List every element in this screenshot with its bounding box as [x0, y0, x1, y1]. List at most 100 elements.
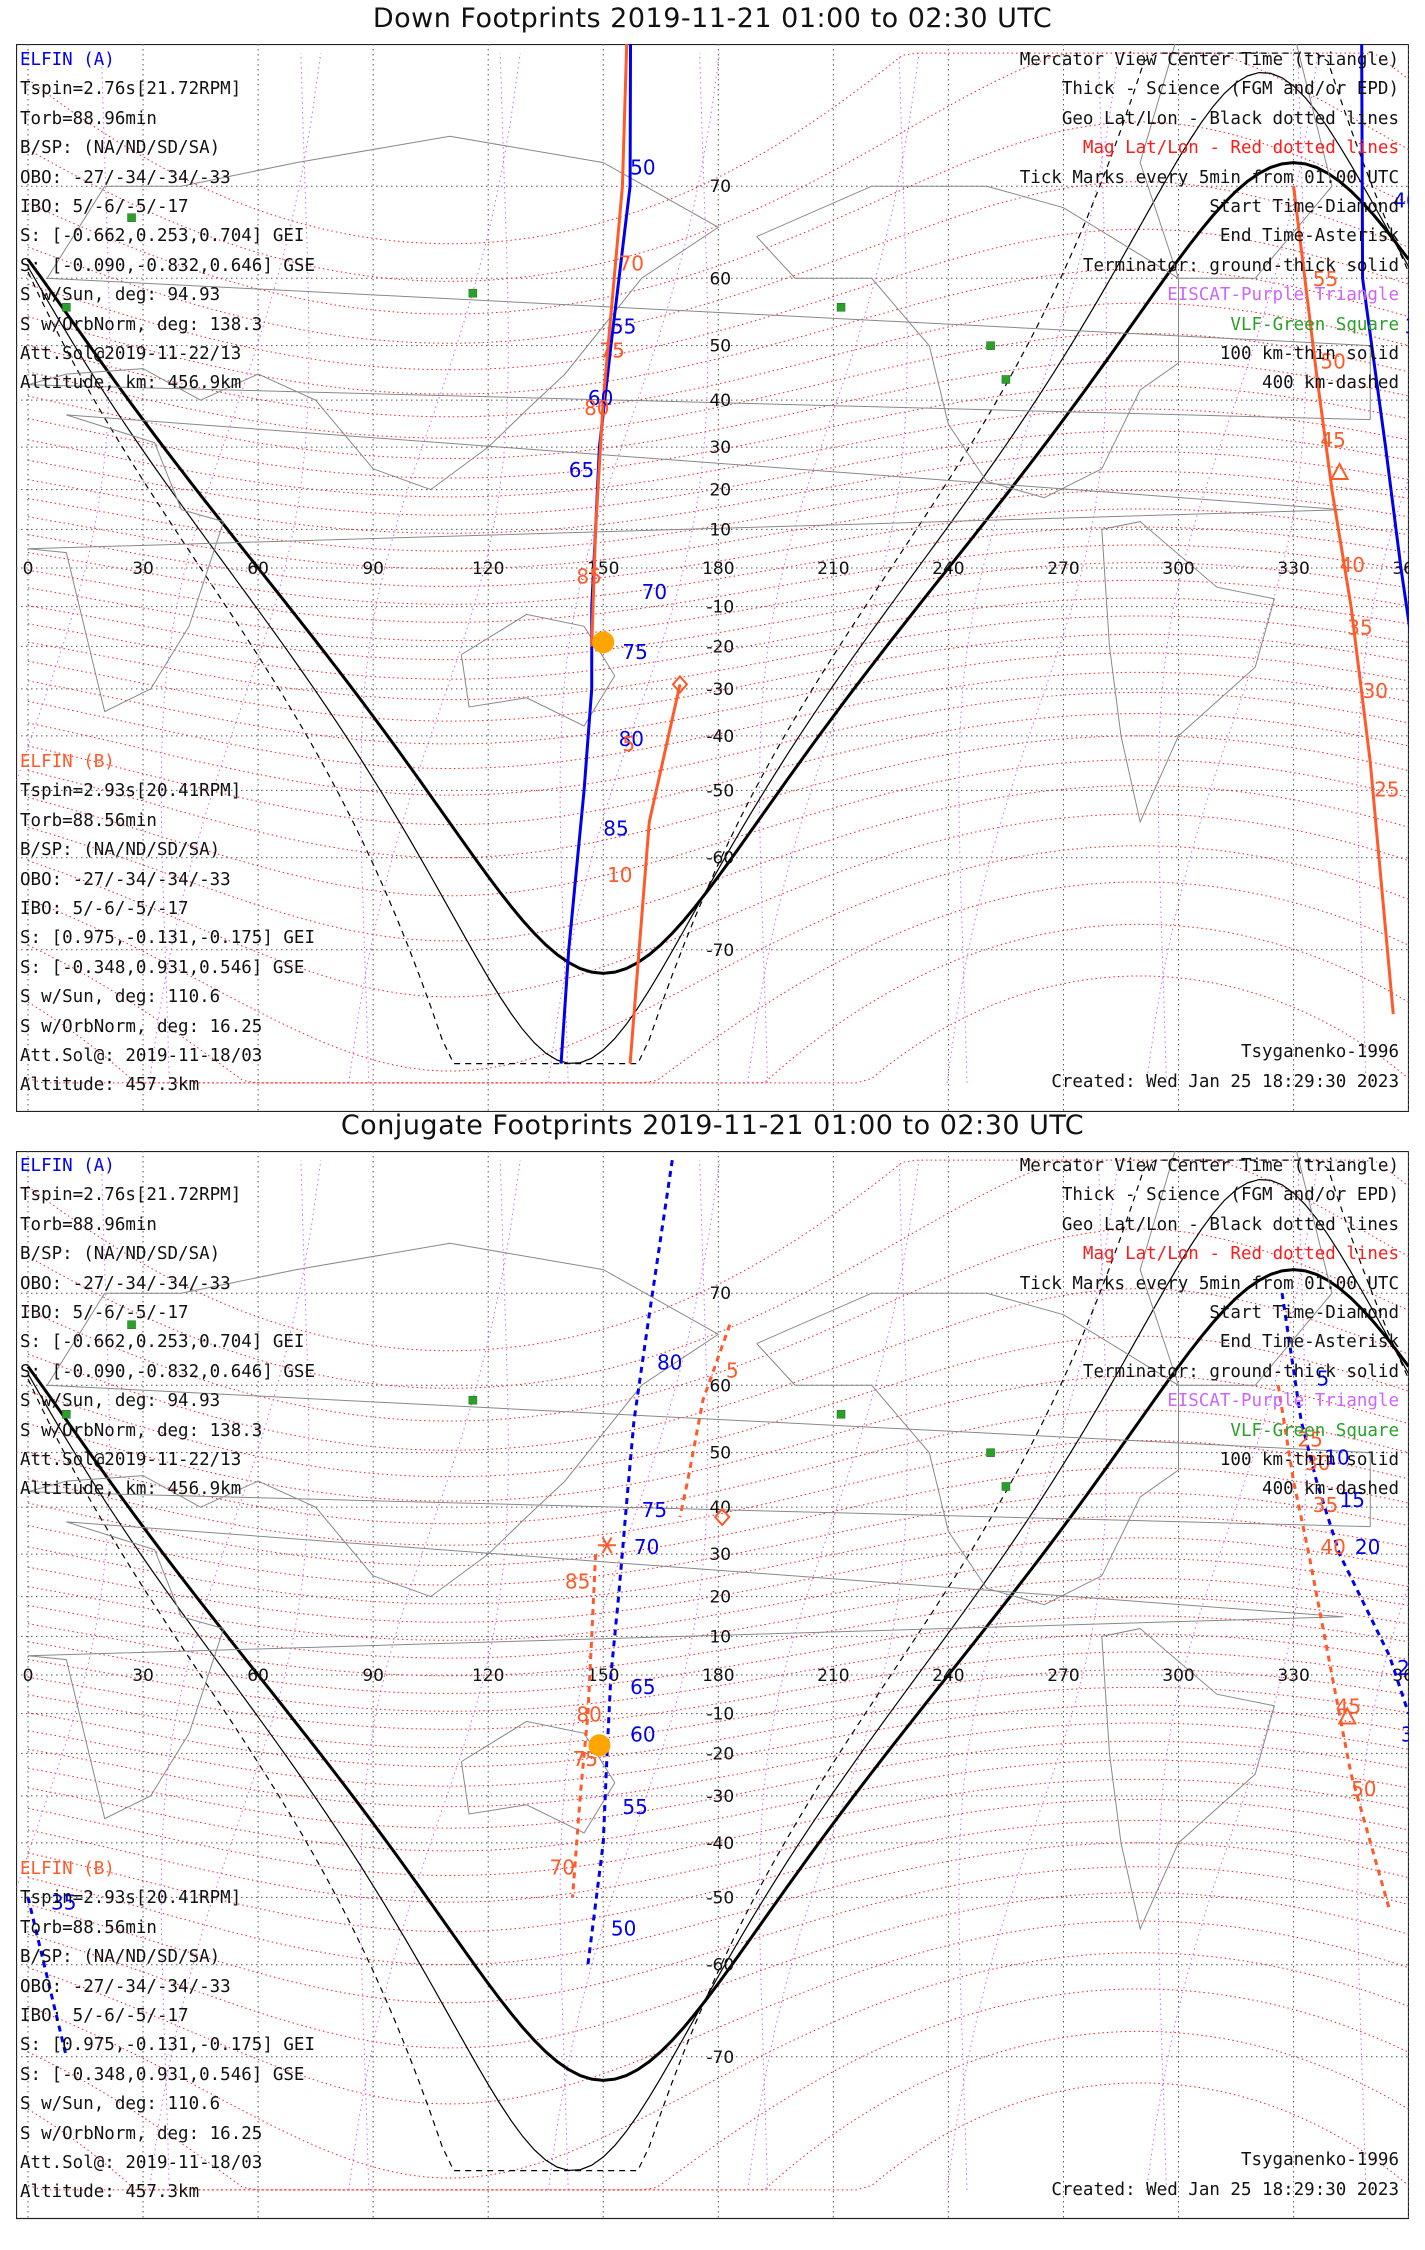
- elfin-a-line: S: [-0.662,0.253,0.704] GEI: [20, 1332, 305, 1353]
- vlf-site-square: [836, 303, 846, 312]
- mag-latitude-line: [27, 1920, 1409, 2105]
- legend-item: 400 km-dashed: [1262, 1479, 1399, 1500]
- elfin-a-line: Att.Sol@2019-11-22/13: [20, 344, 242, 365]
- elfin-b-line: S: [-0.348,0.931,0.546] GSE: [20, 957, 305, 978]
- mag-meridian-line: [559, 53, 721, 1083]
- vlf-site-square: [1001, 1482, 1011, 1491]
- elfin-b-tick-label: 75: [599, 338, 624, 362]
- lon-tick-label: 0: [23, 559, 34, 579]
- end-time-asterisk: [601, 1536, 613, 1554]
- elfin-b-tick-label: 40: [1320, 1535, 1345, 1559]
- mag-latitude-line: [27, 691, 1409, 796]
- elfin-b-info-conjugate: ELFIN (B) Tspin=2.93s[20.41RPM] Torb=88.…: [20, 1855, 315, 2208]
- elfin-a-tick-label: 15: [1340, 1488, 1365, 1512]
- mag-latitude-line: [27, 923, 1409, 1084]
- coastline: [27, 1242, 1371, 1598]
- coastline: [27, 135, 1371, 491]
- elfin-a-tick-label: 25: [1397, 1656, 1409, 1680]
- terminator-400km: [27, 52, 1409, 1065]
- lat-tick-label: -70: [706, 941, 734, 961]
- lat-tick-label: -10: [706, 598, 734, 618]
- elfin-a-line: S: [-0.662,0.253,0.704] GEI: [20, 226, 305, 247]
- elfin-b-tick-label: 10: [607, 863, 632, 887]
- center-time-marker: [588, 1734, 611, 1757]
- legend-item: Start Time-Diamond: [1209, 1303, 1399, 1324]
- elfin-b-line: Tspin=2.93s[20.41RPM]: [20, 1888, 242, 1909]
- legend-item: VLF-Green Square: [1230, 1420, 1399, 1441]
- mag-latitude-line: [27, 633, 1409, 722]
- elfin-b-tick-label: 45: [1336, 1695, 1361, 1719]
- elfin-a-tick-label: 75: [642, 1498, 667, 1522]
- coastline: [1101, 521, 1276, 824]
- elfin-b-tick-label: 50: [1320, 350, 1345, 374]
- mag-meridian-line: [958, 53, 1119, 1083]
- elfin-a-track: [586, 1159, 674, 1965]
- legend-item: Mag Lat/Lon - Red dotted lines: [1082, 138, 1399, 159]
- mag-latitude-line: [27, 1537, 1409, 1623]
- coastline: [460, 613, 616, 727]
- mag-meridian-line: [1157, 53, 1319, 1083]
- elfin-b-tick-label: 35: [1313, 1493, 1338, 1517]
- elfin-a-line: S w/Sun, deg: 94.93: [20, 1391, 221, 1412]
- coastline: [756, 1292, 1179, 1606]
- elfin-b-line: S w/Sun, deg: 110.6: [20, 2094, 221, 2115]
- terminator-ground: [26, 161, 1409, 975]
- elfin-b-track: [571, 1554, 598, 1898]
- coastline: [756, 185, 1179, 499]
- mag-latitude-line: [27, 845, 1409, 1072]
- legend-item: Terminator: ground-thick solid: [1082, 255, 1399, 276]
- lon-tick-label: 330: [1277, 559, 1309, 579]
- elfin-b-line: OBO: -27/-34/-34/-33: [20, 869, 231, 890]
- lon-tick-label: 30: [132, 1666, 154, 1686]
- map-frame: [16, 1151, 1409, 2220]
- legend-item: Start Time-Diamond: [1209, 197, 1399, 218]
- elfin-b-line: S: [0.975,-0.131,-0.175] GEI: [20, 2035, 316, 2056]
- elfin-b-tick-label: 85: [576, 564, 601, 588]
- mag-latitude-line: [27, 1335, 1409, 1478]
- lon-tick-label: 300: [1162, 559, 1194, 579]
- mag-latitude-line: [27, 1515, 1409, 1605]
- elfin-a-tick-label: 50: [611, 1917, 636, 1941]
- lon-tick-label: 270: [1047, 559, 1079, 579]
- elfin-a-tick-label: 30: [1401, 1722, 1409, 1746]
- elfin-b-line: S w/OrbNorm, deg: 16.25: [20, 2123, 263, 2144]
- elfin-b-tick-label: 50: [1351, 1777, 1376, 1801]
- panel-title-down: Down Footprints 2019-11-21 01:00 to 02:3…: [372, 3, 1053, 34]
- mag-meridian-line: [958, 1160, 1119, 2190]
- coastline: [460, 1720, 616, 1834]
- elfin-a-tick-label: 10: [1324, 1445, 1349, 1469]
- legend-item: Thick - Science (FGM and/or EPD): [1061, 1185, 1399, 1206]
- lon-tick-label: 150: [587, 1666, 619, 1686]
- mag-latitude-line: [27, 430, 1409, 516]
- legend-item: VLF-Green Square: [1230, 314, 1399, 335]
- elfin-b-line: B/SP: (NA/ND/SD/SA): [20, 840, 221, 861]
- legend-item: Mercator View Center Time (triangle): [1019, 50, 1399, 70]
- elfin-a-line: Att.Sol@2019-11-22/13: [20, 1450, 242, 1471]
- elfin-a-tick-label: 35: [1405, 314, 1409, 338]
- elfin-a-tick-label: 20: [1355, 1535, 1380, 1559]
- mag-latitude-line: [27, 2030, 1409, 2191]
- terminator-100km: [27, 71, 1409, 1065]
- legend-item: Thick - Science (FGM and/or EPD): [1061, 79, 1399, 100]
- lat-tick-label: 70: [709, 1284, 731, 1304]
- terminator-ground: [26, 1268, 1409, 2082]
- elfin-a-tick-label: 55: [611, 314, 636, 338]
- start-time-diamond: [713, 1507, 731, 1527]
- lat-tick-label: 10: [709, 1627, 731, 1647]
- elfin-a-tick-label: 5: [1317, 1366, 1330, 1390]
- mag-meridian-line: [160, 1160, 322, 2190]
- elfin-a-line: S w/OrbNorm, deg: 138.3: [20, 1420, 263, 1441]
- mag-latitude-line: [27, 1722, 1409, 1808]
- legend-item: Tick Marks every 5min from 01:00 UTC: [1019, 1273, 1399, 1294]
- mag-meridian-line: [1157, 1160, 1319, 2190]
- mag-latitude-line: [27, 652, 1409, 745]
- lon-tick-label: 30: [132, 559, 154, 579]
- elfin-b-line: Tspin=2.93s[20.41RPM]: [20, 781, 242, 802]
- created-label-down: Created: Wed Jan 25 18:29:30 2023: [1051, 1072, 1399, 1092]
- mag-meridian-line: [160, 53, 322, 1083]
- legend-item: Geo Lat/Lon - Black dotted lines: [1061, 1214, 1399, 1235]
- elfin-a-track: [1360, 44, 1409, 634]
- elfin-b-track: [590, 44, 629, 647]
- mag-meridian-line: [759, 53, 920, 1083]
- elfin-b-tick-label: 70: [550, 1855, 575, 1879]
